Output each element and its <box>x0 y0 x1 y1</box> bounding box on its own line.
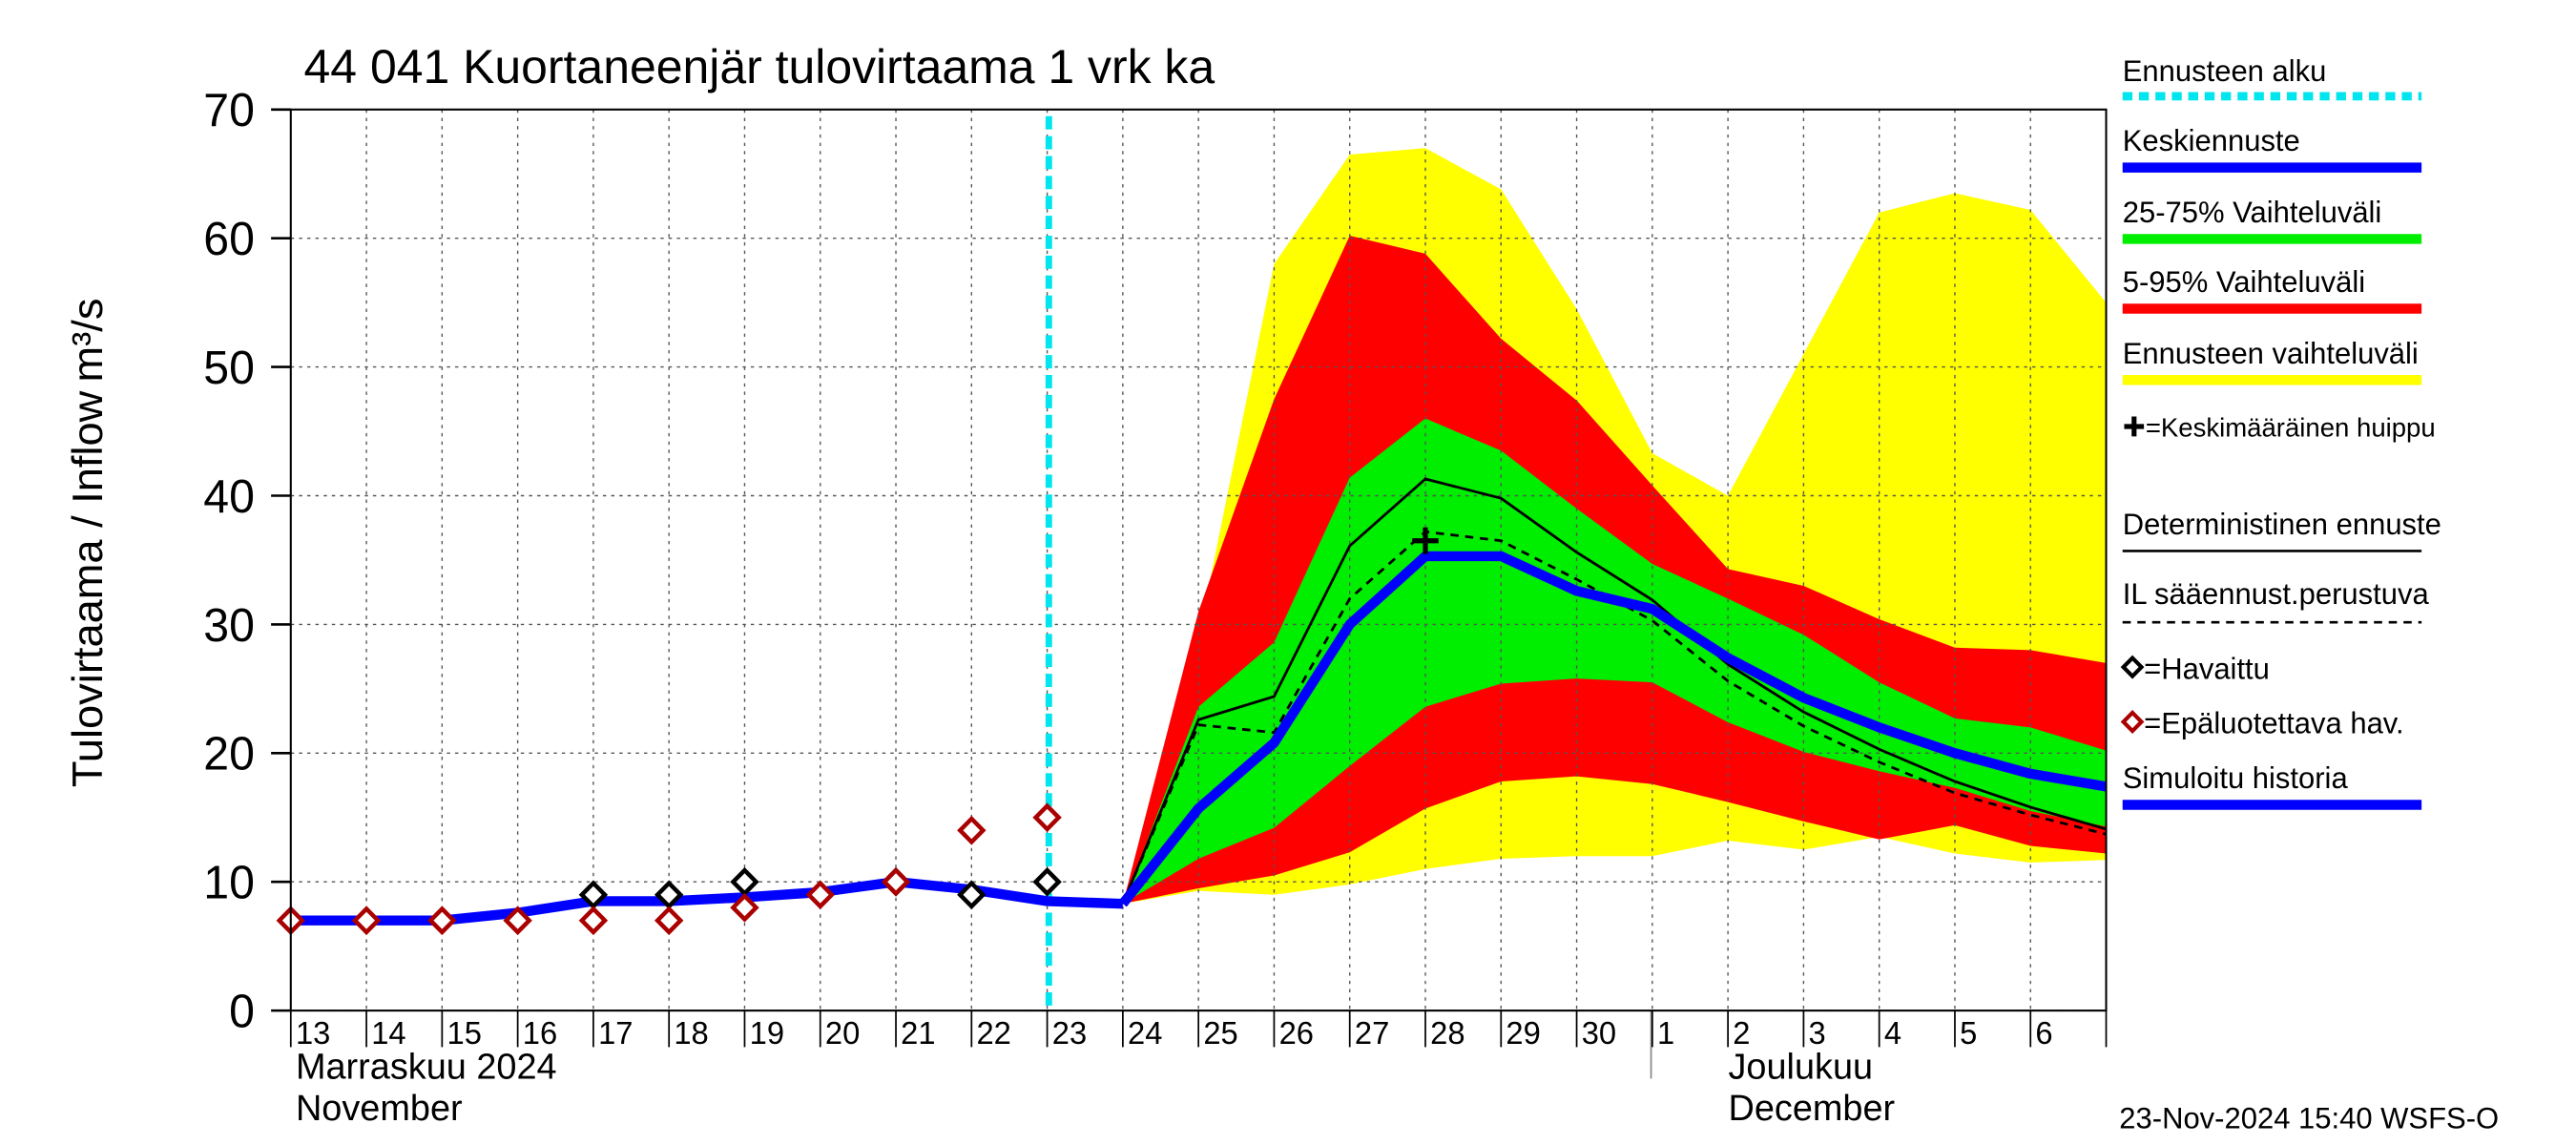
x-tick-label: 26 <box>1279 1015 1314 1051</box>
x-tick-label: 3 <box>1809 1015 1826 1051</box>
legend-swatch <box>2124 416 2145 437</box>
x-tick-label: 27 <box>1355 1015 1389 1051</box>
x-tick-label: 2 <box>1733 1015 1750 1051</box>
y-tick-label: 10 <box>203 857 255 908</box>
marker <box>1032 802 1062 833</box>
legend-label: Keskiennuste <box>2123 124 2300 157</box>
x-tick-label: 29 <box>1506 1015 1540 1051</box>
month-label: November <box>296 1089 463 1129</box>
month-label: December <box>1728 1089 1895 1129</box>
chart-title: 44 041 Kuortaneenjär tulovirtaama 1 vrk … <box>304 40 1215 94</box>
x-tick-label: 18 <box>674 1015 708 1051</box>
x-tick-label: 23 <box>1052 1015 1087 1051</box>
legend-label: Deterministinen ennuste <box>2123 508 2441 541</box>
x-tick-label: 22 <box>976 1015 1010 1051</box>
month-label: Joulukuu <box>1728 1047 1873 1087</box>
x-tick-label: 13 <box>296 1015 330 1051</box>
legend-label: =Havaittu <box>2144 652 2270 685</box>
marker <box>957 815 987 845</box>
thick-line <box>1118 551 2108 907</box>
marker <box>1032 866 1062 897</box>
x-tick-label: 19 <box>750 1015 784 1051</box>
x-tick-label: 15 <box>447 1015 482 1051</box>
y-tick-label: 40 <box>203 471 255 523</box>
marker <box>654 906 684 936</box>
footer: 23-Nov-2024 15:40 WSFS-O <box>2119 1101 2499 1135</box>
marker <box>805 880 835 910</box>
x-tick-label: 28 <box>1430 1015 1465 1051</box>
y-tick-label: 50 <box>203 343 255 394</box>
y-tick-label: 20 <box>203 728 255 780</box>
marker <box>578 906 609 936</box>
legend-label: Ennusteen vaihteluväli <box>2123 337 2419 370</box>
legend-label: =Keskimääräinen huippu <box>2146 412 2436 442</box>
x-tick-label: 20 <box>825 1015 860 1051</box>
legend-swatch <box>2120 655 2145 679</box>
legend-label: =Epäluotettava hav. <box>2144 707 2403 740</box>
y-axis-label: Tulovirtaama / Inflow <box>63 390 112 787</box>
x-tick-label: 30 <box>1582 1015 1616 1051</box>
marker <box>351 906 382 936</box>
y-tick-label: 0 <box>229 986 255 1037</box>
peak-marker <box>1412 527 1439 554</box>
marker <box>730 892 759 923</box>
marker <box>503 906 532 936</box>
x-tick-label: 1 <box>1657 1015 1674 1051</box>
x-tick-label: 4 <box>1884 1015 1901 1051</box>
legend-label: Ennusteen alku <box>2123 54 2327 88</box>
marker <box>957 880 987 910</box>
y-axis-unit: m³/s <box>63 299 112 383</box>
marker <box>881 866 911 897</box>
band <box>1122 418 2107 905</box>
legend-label: 5-95% Vaihteluväli <box>2123 265 2365 299</box>
plot-area <box>290 109 2108 1011</box>
marker <box>427 906 457 936</box>
legend-label: 25-75% Vaihteluväli <box>2123 196 2382 229</box>
x-tick-label: 5 <box>1960 1015 1977 1051</box>
legend-swatch <box>2120 710 2145 735</box>
y-tick-label: 70 <box>203 85 255 136</box>
month-label: Marraskuu 2024 <box>296 1047 557 1087</box>
x-tick-label: 14 <box>371 1015 405 1051</box>
legend-label: IL sääennust.perustuva <box>2123 577 2430 611</box>
y-tick-label: 30 <box>203 600 255 652</box>
x-tick-label: 24 <box>1128 1015 1162 1051</box>
x-tick-label: 6 <box>2035 1015 2052 1051</box>
x-tick-label: 17 <box>598 1015 633 1051</box>
x-tick-label: 25 <box>1203 1015 1237 1051</box>
legend-label: Simuloitu historia <box>2123 761 2349 795</box>
x-tick-label: 21 <box>901 1015 935 1051</box>
y-tick-label: 60 <box>203 214 255 265</box>
x-tick-label: 16 <box>523 1015 557 1051</box>
line <box>1121 477 2107 905</box>
